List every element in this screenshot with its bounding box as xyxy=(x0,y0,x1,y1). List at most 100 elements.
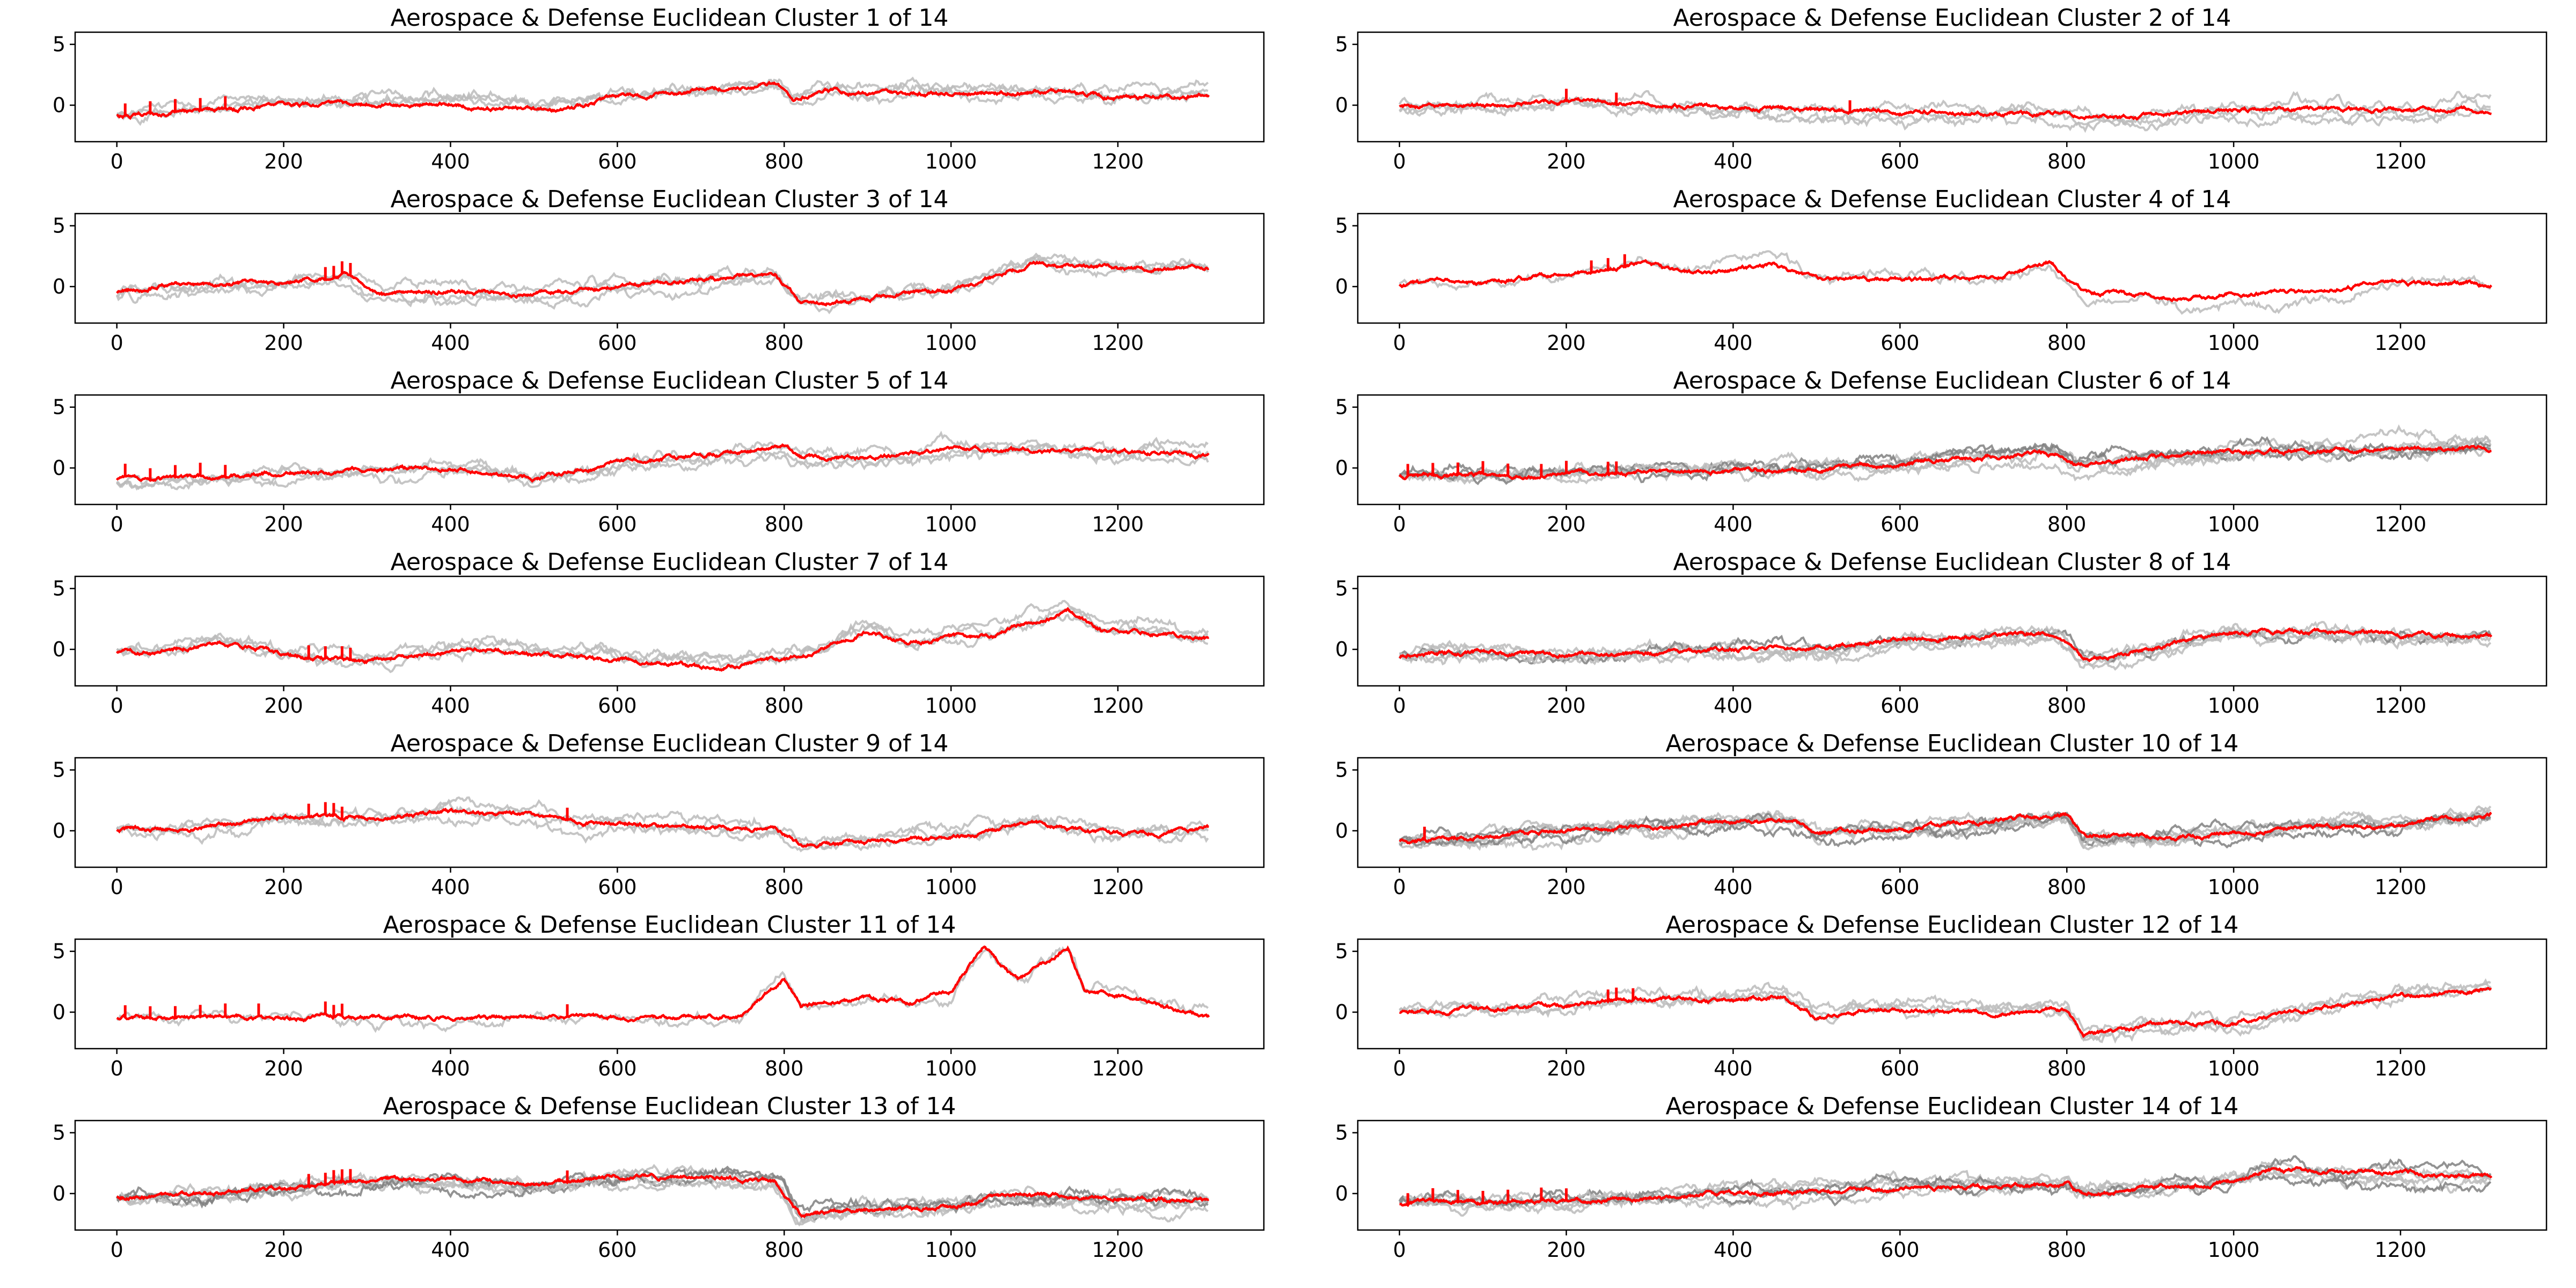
x-tick-label: 1200 xyxy=(1092,875,1144,899)
plot-lines xyxy=(1398,424,2492,486)
centroid-series-line xyxy=(115,443,1210,483)
x-tick-label: 200 xyxy=(1547,1057,1586,1080)
y-tick-label: 0 xyxy=(53,1182,65,1205)
plot-lines xyxy=(1398,620,2493,671)
subplot-1: Aerospace & Defense Euclidean Cluster 1 … xyxy=(53,4,1265,173)
y-tick-label: 5 xyxy=(1335,396,1348,419)
x-tick-label: 800 xyxy=(765,694,804,718)
y-tick-label: 0 xyxy=(1335,819,1348,843)
x-tick-label: 800 xyxy=(765,875,804,899)
x-tick-label: 600 xyxy=(1880,694,1920,718)
y-tick-label: 0 xyxy=(1335,1000,1348,1024)
y-tick-label: 5 xyxy=(53,214,65,238)
x-tick-label: 800 xyxy=(765,1057,804,1080)
subplot-title: Aerospace & Defense Euclidean Cluster 4 … xyxy=(1673,186,2231,213)
x-tick-label: 600 xyxy=(598,1057,637,1080)
x-tick-label: 0 xyxy=(1393,1057,1406,1080)
x-tick-label: 200 xyxy=(264,694,303,718)
plot-lines xyxy=(115,599,1210,674)
subplot-title: Aerospace & Defense Euclidean Cluster 1 … xyxy=(391,4,949,32)
x-tick-label: 1000 xyxy=(2208,150,2260,173)
x-tick-label: 400 xyxy=(431,875,470,899)
x-tick-label: 400 xyxy=(431,694,470,718)
y-tick-label: 0 xyxy=(1335,275,1348,298)
subplot-title: Aerospace & Defense Euclidean Cluster 6 … xyxy=(1673,367,2231,394)
y-tick-label: 5 xyxy=(1335,940,1348,963)
subplot-title: Aerospace & Defense Euclidean Cluster 11… xyxy=(383,911,956,939)
x-tick-label: 400 xyxy=(431,513,470,536)
member-series-line xyxy=(115,1167,1209,1214)
x-tick-label: 1000 xyxy=(2208,513,2260,536)
y-tick-label: 5 xyxy=(53,33,65,56)
x-tick-label: 1000 xyxy=(925,694,977,718)
x-tick-label: 1200 xyxy=(2375,875,2427,899)
subplot-title: Aerospace & Defense Euclidean Cluster 5 … xyxy=(391,367,949,394)
y-tick-label: 5 xyxy=(53,396,65,419)
x-tick-label: 600 xyxy=(1880,513,1920,536)
y-tick-label: 5 xyxy=(53,940,65,963)
x-tick-label: 1200 xyxy=(2375,1057,2427,1080)
x-tick-label: 200 xyxy=(1547,875,1586,899)
plot-lines xyxy=(1399,250,2492,315)
x-tick-label: 400 xyxy=(431,1057,470,1080)
x-tick-label: 200 xyxy=(264,150,303,173)
x-tick-label: 800 xyxy=(2047,513,2087,536)
y-tick-label: 5 xyxy=(1335,1121,1348,1145)
axes-frame xyxy=(74,938,1265,1050)
centroid-series-line xyxy=(1399,811,2492,845)
x-tick-label: 800 xyxy=(2047,875,2087,899)
y-tick-label: 0 xyxy=(53,819,65,843)
plot-lines xyxy=(115,252,1210,314)
x-tick-label: 800 xyxy=(2047,1238,2087,1262)
y-tick-label: 5 xyxy=(1335,33,1348,56)
x-tick-label: 400 xyxy=(1714,875,1753,899)
member-series-line xyxy=(116,796,1209,846)
centroid-series-line xyxy=(116,945,1210,1023)
x-tick-label: 800 xyxy=(2047,1057,2087,1080)
axes-frame xyxy=(74,1119,1265,1231)
axes-frame xyxy=(1357,31,2548,143)
axes-frame xyxy=(74,575,1265,687)
member-series-line xyxy=(1398,90,2492,128)
subplot-7: Aerospace & Defense Euclidean Cluster 7 … xyxy=(53,548,1265,718)
y-tick-label: 5 xyxy=(1335,577,1348,601)
plot-lines xyxy=(116,76,1210,126)
x-tick-label: 1000 xyxy=(925,1057,977,1080)
x-tick-label: 0 xyxy=(1393,875,1406,899)
subplot-title: Aerospace & Defense Euclidean Cluster 9 … xyxy=(391,730,949,757)
x-tick-label: 200 xyxy=(264,513,303,536)
plot-lines xyxy=(1399,978,2492,1044)
x-tick-label: 0 xyxy=(111,513,123,536)
x-tick-label: 1200 xyxy=(2375,694,2427,718)
subplot-13: Aerospace & Defense Euclidean Cluster 13… xyxy=(53,1093,1265,1262)
centroid-series-line xyxy=(1398,444,2492,480)
x-tick-label: 600 xyxy=(598,694,637,718)
y-tick-label: 5 xyxy=(1335,214,1348,238)
subplot-title: Aerospace & Defense Euclidean Cluster 2 … xyxy=(1673,4,2231,32)
subplot-title: Aerospace & Defense Euclidean Cluster 3 … xyxy=(391,186,949,213)
x-tick-label: 200 xyxy=(1547,513,1586,536)
x-tick-label: 200 xyxy=(264,331,303,355)
x-tick-label: 800 xyxy=(765,331,804,355)
centroid-series-line xyxy=(1399,987,2492,1038)
x-tick-label: 0 xyxy=(111,875,123,899)
x-tick-label: 1000 xyxy=(925,150,977,173)
x-tick-label: 800 xyxy=(765,1238,804,1262)
x-tick-label: 400 xyxy=(1714,694,1753,718)
y-tick-label: 0 xyxy=(53,93,65,117)
x-tick-label: 1000 xyxy=(2208,1057,2260,1080)
x-tick-label: 1000 xyxy=(2208,694,2260,718)
member-series-line xyxy=(1399,424,2491,485)
x-tick-label: 600 xyxy=(598,150,637,173)
subplot-title: Aerospace & Defense Euclidean Cluster 7 … xyxy=(391,548,949,576)
y-tick-label: 5 xyxy=(53,1121,65,1145)
subplot-9: Aerospace & Defense Euclidean Cluster 9 … xyxy=(53,730,1265,899)
plot-lines xyxy=(115,430,1210,491)
x-tick-label: 1200 xyxy=(1092,694,1144,718)
y-tick-label: 0 xyxy=(1335,638,1348,661)
axes-frame xyxy=(1357,1119,2548,1231)
y-tick-label: 0 xyxy=(53,275,65,298)
x-tick-label: 1200 xyxy=(2375,1238,2427,1262)
y-tick-label: 0 xyxy=(1335,456,1348,480)
y-tick-label: 0 xyxy=(1335,93,1348,117)
